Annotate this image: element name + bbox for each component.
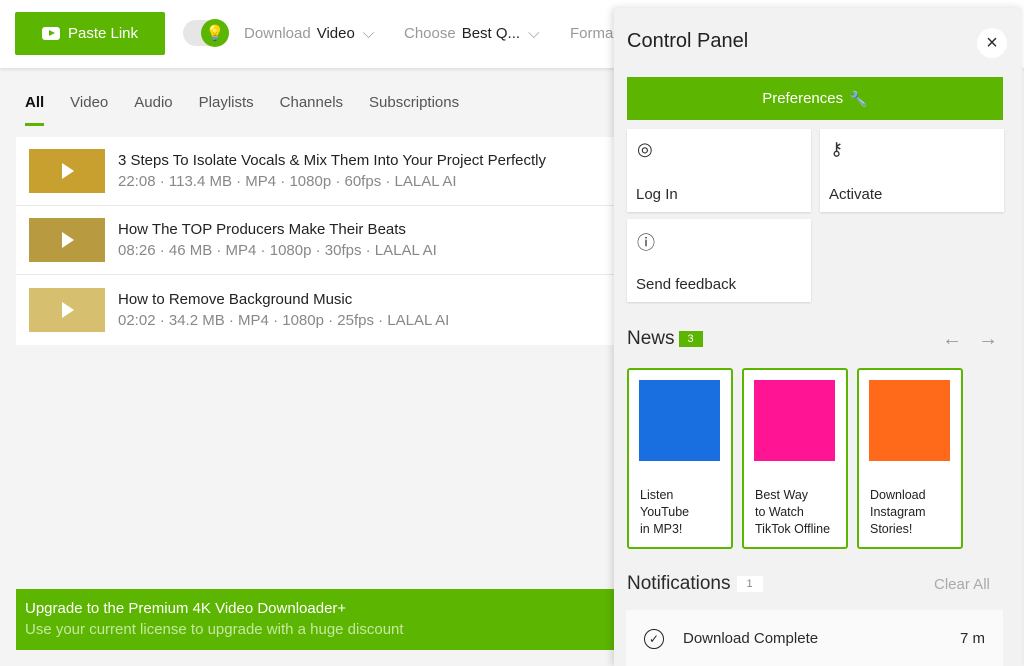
news-image xyxy=(869,380,950,461)
feedback-label: Send feedback xyxy=(636,276,737,293)
smart-mode-toggle[interactable]: 💡 xyxy=(183,19,229,47)
notification-item[interactable]: ✓ Download Complete 7 m xyxy=(626,610,1003,666)
preferences-label: Preferences xyxy=(762,90,844,107)
close-button[interactable]: × xyxy=(977,28,1007,58)
paste-link-button[interactable]: Paste Link xyxy=(15,12,165,55)
download-type-select[interactable]: Download Video ⌵ xyxy=(244,25,374,42)
youtube-icon xyxy=(41,27,60,40)
login-label: Log In xyxy=(636,186,678,203)
item-meta: 08:26 · 46 MB · MP4 · 1080p · 30fps · LA… xyxy=(118,242,437,259)
video-thumbnail xyxy=(29,287,105,332)
send-feedback-button[interactable]: ⓘ Send feedback xyxy=(627,219,811,302)
tab-subscriptions[interactable]: Subscriptions xyxy=(369,94,460,111)
item-title: 3 Steps To Isolate Vocals & Mix Them Int… xyxy=(118,152,546,169)
choose-value: Best Q... xyxy=(461,25,521,42)
activate-button[interactable]: ⚷ Activate xyxy=(820,129,1004,212)
upgrade-banner[interactable]: Upgrade to the Premium 4K Video Download… xyxy=(16,589,616,650)
choose-label: Choose xyxy=(404,25,456,42)
news-card[interactable]: Best Way to Watch TikTok Offline xyxy=(742,368,848,549)
format-label: Forma xyxy=(570,25,614,42)
video-thumbnail xyxy=(29,149,105,193)
quality-select[interactable]: Choose Best Q... ⌵ xyxy=(404,25,539,42)
panel-title: Control Panel xyxy=(627,30,749,52)
tab-channels[interactable]: Channels xyxy=(279,94,344,111)
check-circle-icon: ✓ xyxy=(644,629,664,649)
notifications-title: Notifications xyxy=(627,573,731,594)
chevron-down-icon: ⌵ xyxy=(362,25,375,42)
video-thumbnail xyxy=(29,218,105,262)
preferences-button[interactable]: Preferences 🔧 xyxy=(627,77,1003,120)
list-item[interactable]: How The TOP Producers Make Their Beats 08… xyxy=(16,206,616,275)
activate-label: Activate xyxy=(829,186,883,203)
item-meta: 02:02 · 34.2 MB · MP4 · 1080p · 25fps · … xyxy=(118,311,450,329)
news-text: Best Way to Watch TikTok Offline xyxy=(755,488,831,536)
notifications-heading: Notifications 1 xyxy=(627,573,763,595)
item-title: How The TOP Producers Make Their Beats xyxy=(118,221,406,238)
notification-text: Download Complete xyxy=(683,630,819,647)
news-count-badge: 3 xyxy=(678,330,703,347)
tab-video[interactable]: Video xyxy=(70,94,109,111)
tab-playlists[interactable]: Playlists xyxy=(198,94,254,111)
user-icon: ◎ xyxy=(637,139,653,159)
notification-time: 7 m xyxy=(959,630,985,647)
news-heading: News 3 xyxy=(627,328,703,350)
chevron-down-icon: ⌵ xyxy=(528,25,540,42)
news-image xyxy=(639,380,720,461)
notifications-count-badge: 1 xyxy=(736,575,763,592)
download-value: Video xyxy=(316,25,355,42)
filter-tabs: All Video Audio Playlists Channels Subsc… xyxy=(25,94,485,126)
download-list: 3 Steps To Isolate Vocals & Mix Them Int… xyxy=(16,137,616,345)
clear-all-button[interactable]: Clear All xyxy=(934,576,990,593)
list-item[interactable]: 3 Steps To Isolate Vocals & Mix Them Int… xyxy=(16,137,616,206)
arrow-left-icon[interactable]: ← xyxy=(942,328,962,350)
upgrade-title: Upgrade to the Premium 4K Video Download… xyxy=(25,600,347,617)
upgrade-subtitle: Use your current license to upgrade with… xyxy=(25,621,404,638)
arrow-right-icon[interactable]: → xyxy=(978,328,998,350)
news-image xyxy=(754,380,835,461)
question-icon: ⓘ xyxy=(637,233,655,253)
list-item[interactable]: How to Remove Background Music 02:02 · 34… xyxy=(16,275,616,344)
news-card[interactable]: Download Instagram Stories! xyxy=(857,368,963,549)
item-title: How to Remove Background Music xyxy=(118,290,353,308)
download-label: Download xyxy=(244,25,311,42)
news-title: News xyxy=(627,328,675,349)
close-icon: × xyxy=(986,31,998,54)
format-select[interactable]: Forma xyxy=(570,25,613,42)
news-card[interactable]: Listen YouTube in MP3! xyxy=(627,368,733,549)
paste-link-label: Paste Link xyxy=(67,25,139,42)
item-meta: 22:08 · 113.4 MB · MP4 · 1080p · 60fps ·… xyxy=(118,173,457,190)
lightbulb-icon: 💡 xyxy=(201,19,229,47)
login-button[interactable]: ◎ Log In xyxy=(627,129,811,212)
tab-audio[interactable]: Audio xyxy=(134,94,173,111)
tab-all[interactable]: All xyxy=(25,94,45,126)
control-panel: Control Panel × Preferences 🔧 ◎ Log In ⚷ Ac… xyxy=(614,8,1022,666)
news-text: Listen YouTube in MP3! xyxy=(640,488,690,536)
news-text: Download Instagram Stories! xyxy=(870,488,926,536)
key-icon: ⚷ xyxy=(830,139,844,159)
wrench-icon: 🔧 xyxy=(849,90,868,108)
